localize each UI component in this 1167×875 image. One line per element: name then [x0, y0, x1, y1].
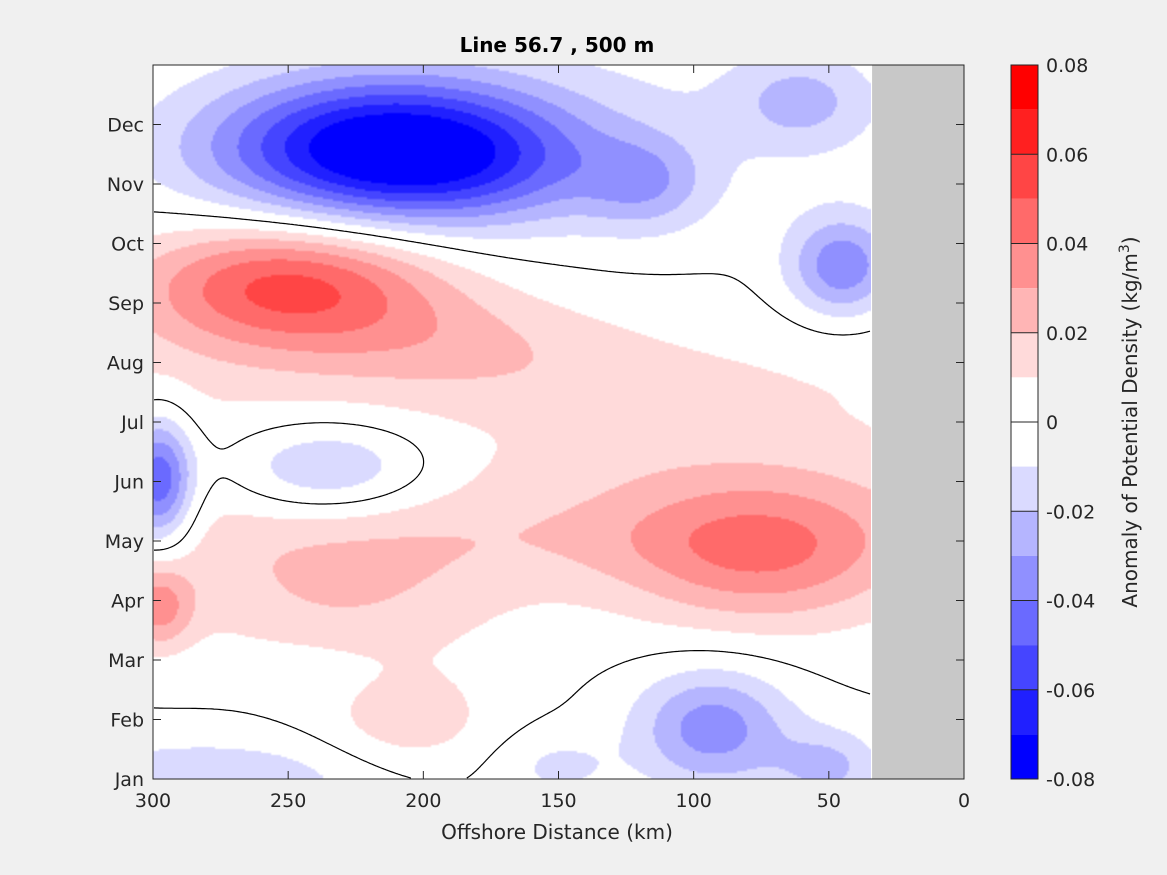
y-axis: Jan Feb Mar Apr May Jun Jul Aug Sep Oct Nov Dec	[105, 115, 964, 791]
colorbar-label-exponent: 3	[1117, 244, 1133, 253]
zero-contour-lines	[153, 211, 871, 779]
colorbar-label-close: )	[1118, 236, 1142, 244]
colorbar-tick-label: 0.08	[1046, 55, 1088, 77]
colorbar-tick-label: 0.04	[1046, 234, 1088, 256]
y-tick-label: Mar	[108, 650, 144, 672]
colorbar-level	[1011, 332, 1038, 378]
x-tick-label: 250	[270, 790, 306, 812]
colorbar-level	[1011, 198, 1038, 244]
zero-contour-line	[153, 211, 871, 779]
colorbar-label: Anomaly of Potential Density (kg/m3)	[1117, 236, 1142, 607]
y-tick-label: Apr	[111, 591, 144, 613]
colorbar-tick-label: 0.06	[1046, 144, 1088, 166]
x-axis-label: Offshore Distance (km)	[441, 820, 673, 844]
colorbar-tick-label: 0	[1046, 412, 1058, 434]
x-tick-label: 100	[676, 790, 712, 812]
colorbar-label-main: Anomaly of Potential Density (kg/m	[1118, 253, 1142, 607]
colorbar-tick-label: -0.08	[1046, 769, 1095, 791]
colorbar-tick-label: 0.02	[1046, 323, 1088, 345]
colorbar-tick-label: -0.04	[1046, 591, 1095, 613]
y-tick-label: Feb	[110, 710, 144, 732]
x-tick-label: 300	[135, 790, 171, 812]
colorbar-level	[1011, 154, 1038, 199]
colorbar-level	[1011, 645, 1038, 690]
colorbar-level	[1011, 466, 1038, 512]
colorbar-level	[1011, 243, 1038, 289]
colorbar-level	[1011, 109, 1038, 155]
y-tick-label: Jan	[114, 769, 144, 791]
y-tick-label: Nov	[107, 174, 144, 196]
x-tick-label: 150	[540, 790, 576, 812]
y-tick-label: Jun	[113, 472, 144, 494]
y-tick-label: May	[105, 531, 144, 553]
contour-fill-layer	[153, 65, 871, 779]
x-tick-label: 0	[958, 790, 970, 812]
x-axis: 300 250 200 150 100 50 0	[135, 65, 970, 812]
density-anomaly-field	[153, 65, 871, 779]
colorbar-level	[1011, 734, 1038, 779]
colorbar-level	[1011, 288, 1038, 333]
land-mask	[872, 65, 964, 779]
colorbar-tick-label: -0.06	[1046, 680, 1095, 702]
x-tick-label: 50	[817, 790, 841, 812]
colorbar-level	[1011, 689, 1038, 735]
colorbar-level	[1011, 600, 1038, 646]
colorbar-tick-label: -0.02	[1046, 501, 1095, 523]
colorbar-level	[1011, 377, 1038, 422]
y-tick-label: Oct	[111, 234, 144, 256]
colorbar-level	[1011, 511, 1038, 556]
y-tick-label: Jul	[120, 412, 144, 434]
colorbar-level	[1011, 422, 1038, 467]
x-tick-label: 200	[405, 790, 441, 812]
colorbar-level	[1011, 555, 1038, 601]
chart-title: Line 56.7 , 500 m	[460, 33, 655, 57]
y-tick-label: Sep	[108, 293, 144, 315]
y-tick-label: Dec	[107, 115, 144, 137]
colorbar: 0.08 0.06 0.04 0.02 0 -0.02 -0.04 -0.06 -0.08	[1010, 55, 1095, 791]
y-tick-label: Aug	[107, 353, 144, 375]
colorbar-level	[1011, 65, 1038, 110]
